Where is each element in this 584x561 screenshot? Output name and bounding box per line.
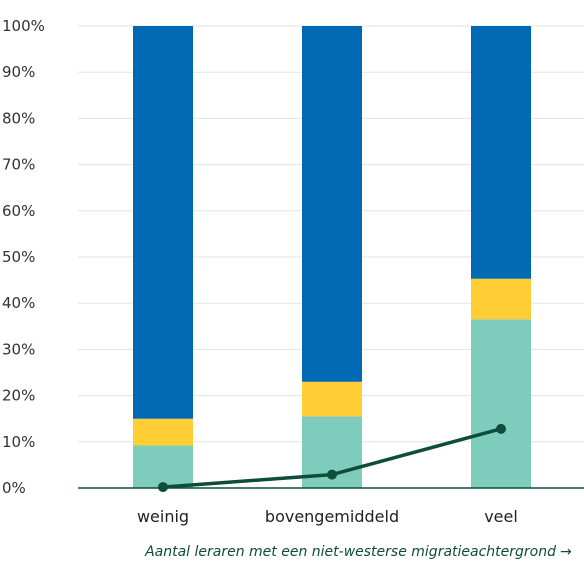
y-tick-label: 20%	[2, 387, 35, 405]
x-category-label: bovengemiddeld	[265, 507, 399, 526]
bar-segment	[471, 26, 531, 279]
line-point	[158, 482, 168, 493]
x-axis-arrow: →	[560, 544, 572, 560]
y-tick-label: 80%	[2, 109, 35, 127]
y-tick-label: 100%	[2, 17, 45, 35]
y-tick-label: 60%	[2, 202, 35, 220]
bar-segment	[471, 319, 531, 488]
x-category-label: weinig	[137, 507, 189, 526]
line-point	[327, 469, 337, 480]
x-category-label: veel	[484, 507, 518, 526]
line-point	[496, 423, 506, 434]
bar-segment	[133, 418, 193, 446]
bar-segment	[302, 26, 362, 382]
x-axis-categories: weinig bovengemiddeld veel	[137, 507, 518, 526]
x-axis-title: Aantal leraren met een niet-westerse mig…	[144, 544, 556, 560]
y-tick-label: 0%	[2, 479, 26, 497]
line-series	[158, 423, 506, 493]
y-tick-label: 10%	[2, 433, 35, 451]
bars	[133, 26, 531, 488]
y-axis-ticks: 0% 10% 20% 30% 40% 50% 60% 70% 80% 90% 100%	[2, 17, 45, 497]
y-tick-label: 70%	[2, 156, 35, 174]
bar-segment	[133, 445, 193, 488]
x-axis-title-group: Aantal leraren met een niet-westerse mig…	[144, 544, 572, 560]
y-tick-label: 90%	[2, 63, 35, 81]
y-tick-label: 40%	[2, 294, 35, 312]
bar-segment	[302, 381, 362, 417]
y-tick-label: 50%	[2, 248, 35, 266]
bar-segment	[471, 278, 531, 320]
bar-segment	[133, 26, 193, 419]
y-tick-label: 30%	[2, 340, 35, 358]
